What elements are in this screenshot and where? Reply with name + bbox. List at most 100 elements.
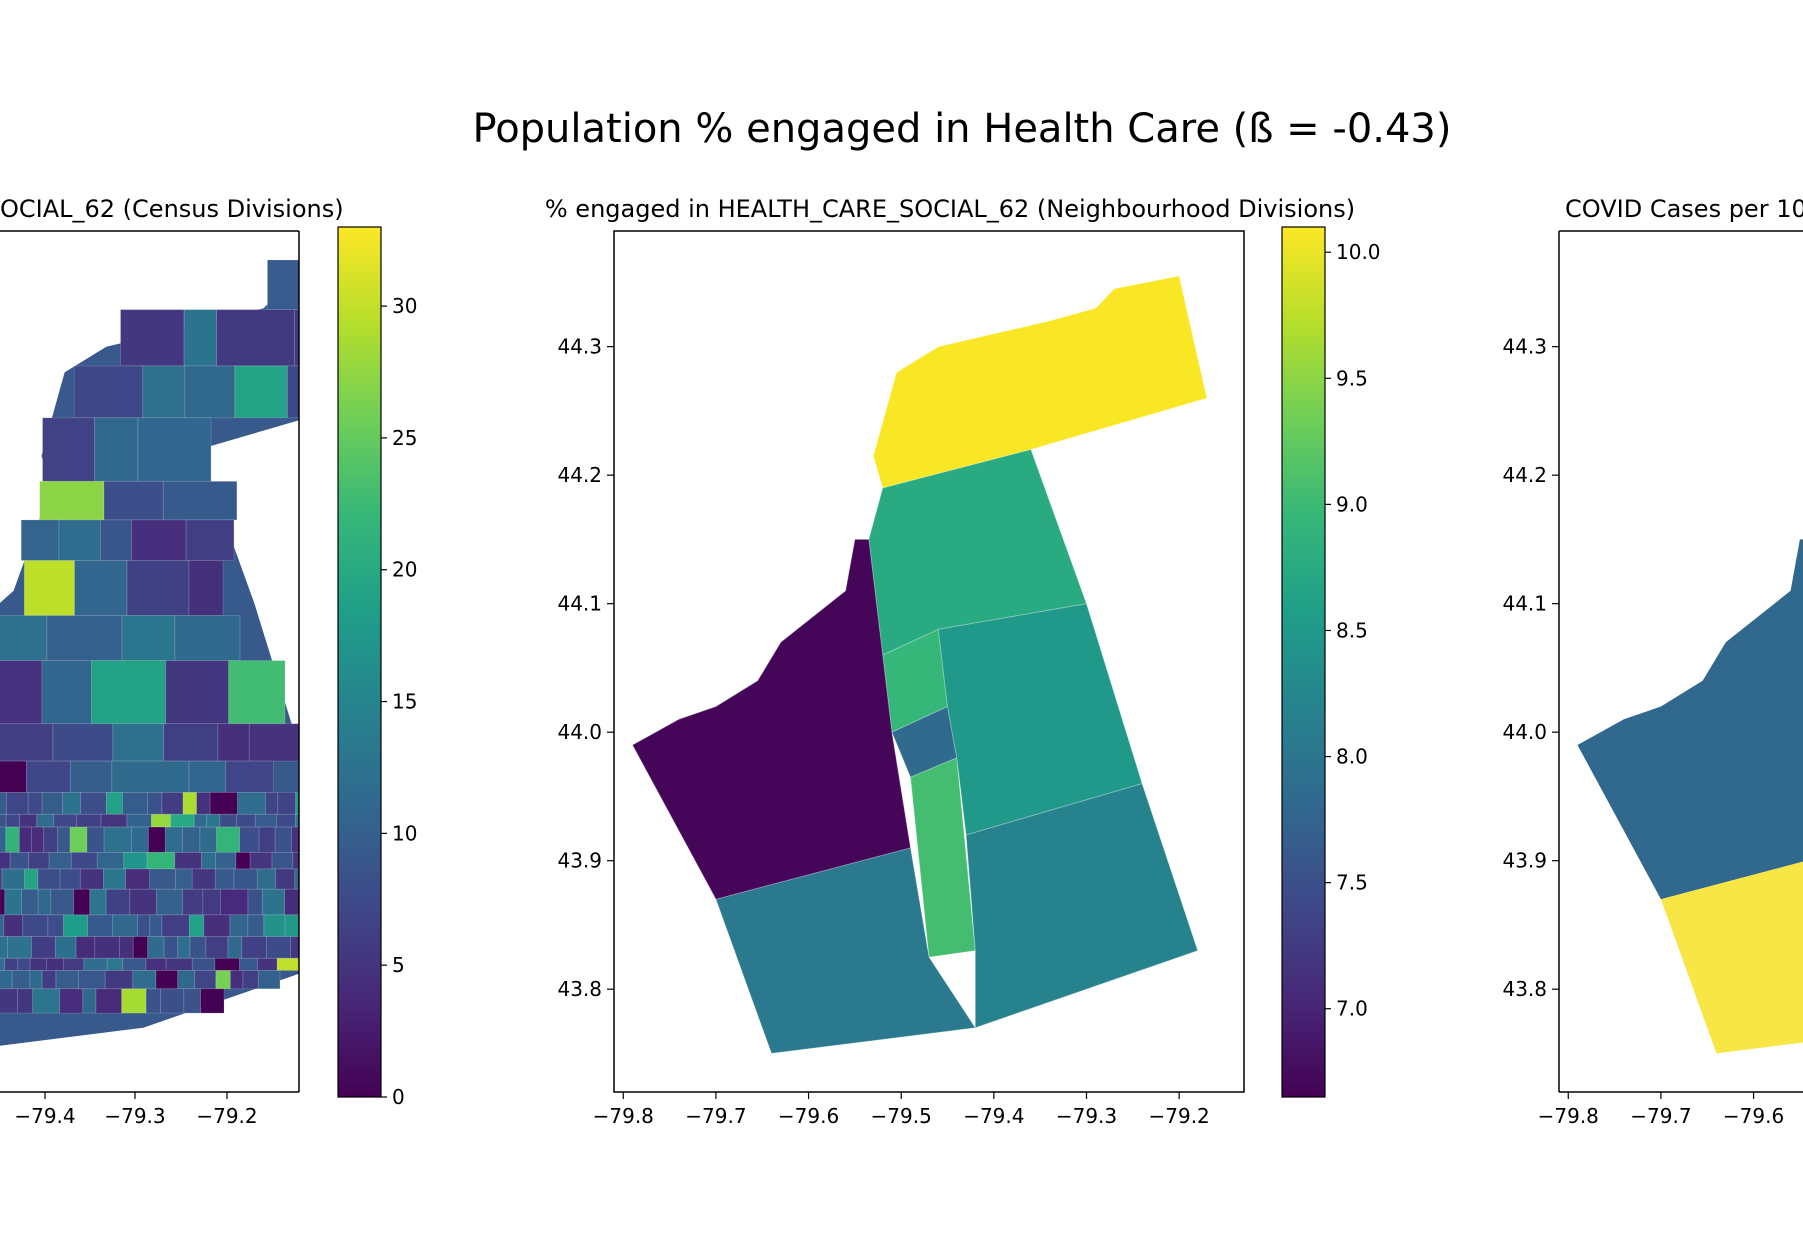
covid-choropleth: [1577, 539, 1803, 1054]
census-tract: [55, 970, 79, 990]
census-tract: [261, 888, 286, 916]
census-tract: [290, 936, 299, 959]
census-tract: [57, 826, 71, 853]
covid-y-tick-label: 44.2: [1502, 463, 1547, 487]
census-tract: [121, 615, 176, 661]
census-tract: [9, 851, 30, 870]
neighbourhood-colorbar-tick-label: 7.5: [1336, 871, 1368, 895]
census-tract: [29, 970, 43, 990]
census-tract: [145, 957, 167, 971]
census-divisions-panel: OCIAL_62 (Census Divisions) −79.4 −79.3 −7…: [0, 195, 417, 1128]
census-tract: [142, 365, 186, 419]
census-tract: [4, 888, 22, 916]
census-tract: [132, 970, 157, 990]
census-tract: [0, 936, 9, 959]
census-tract: [228, 660, 286, 725]
census-tract: [91, 660, 167, 725]
census-tract: [63, 957, 85, 971]
census-tract: [41, 970, 57, 990]
census-tract: [100, 813, 128, 828]
census-tract: [4, 957, 19, 971]
census-tract: [42, 417, 95, 482]
census-tract: [19, 813, 38, 828]
census-tract: [137, 914, 151, 937]
census-tract: [31, 826, 45, 853]
census-tract: [174, 615, 241, 661]
census-tract: [175, 868, 193, 890]
census-tract: [271, 851, 294, 870]
covid-y-tick-label: 44.1: [1502, 592, 1547, 616]
census-tract: [147, 936, 165, 959]
neighbourhood-y-tick-label: 43.9: [557, 849, 602, 873]
census-tract: [27, 791, 43, 815]
census-tract: [131, 519, 187, 561]
census-tract: [1, 868, 25, 890]
census-tract: [239, 957, 258, 971]
census-tract: [28, 851, 50, 870]
census-tract: [229, 970, 244, 990]
census-colorbar-tick-label: 30: [392, 294, 417, 318]
census-tract: [0, 723, 54, 762]
census-tract: [80, 791, 107, 815]
census-tract: [233, 868, 258, 890]
census-tract: [293, 309, 299, 367]
census-tract: [20, 519, 60, 561]
census-tract: [17, 988, 34, 1014]
census-colorbar-tick-label: 15: [392, 690, 417, 714]
covid-cases-panel: COVID Cases per 10 −79.8 −79.7 −79.6 43.84…: [1502, 195, 1803, 1128]
census-tract: [21, 888, 39, 916]
neighbourhood-colorbar-tick-label: 10.0: [1336, 240, 1381, 264]
census-tract: [219, 813, 238, 828]
census-tract: [150, 813, 172, 828]
census-tract: [75, 936, 96, 959]
census-tract: [120, 309, 185, 367]
census-tract: [52, 723, 114, 762]
census-tract: [257, 957, 278, 971]
census-tract: [0, 888, 6, 916]
covid-region-south: [1660, 861, 1803, 1054]
census-tract: [188, 560, 224, 616]
census-tract: [235, 851, 251, 870]
census-tract: [74, 560, 128, 616]
neighbourhood-x-tick-label: −79.8: [593, 1104, 654, 1128]
census-tract: [73, 365, 144, 419]
census-tract: [161, 914, 190, 937]
census-tract: [177, 970, 196, 990]
census-colorbar: 0 5 10 15 20 25 30: [337, 226, 417, 1109]
covid-panel-title: COVID Cases per 10: [1565, 195, 1803, 223]
census-tract: [47, 914, 64, 937]
neighbourhood-colorbar-tick-label: 9.0: [1336, 492, 1368, 516]
census-tract: [6, 791, 29, 815]
census-tract: [267, 259, 299, 311]
census-tract: [126, 813, 152, 828]
census-tract: [189, 936, 207, 959]
neighbourhood-y-tick-label: 44.0: [557, 720, 602, 744]
census-tract: [0, 988, 18, 1014]
census-tract: [41, 660, 92, 725]
census-tract: [94, 417, 139, 482]
census-tract: [96, 851, 125, 870]
neighbourhood-region: [872, 275, 1208, 489]
census-tract: [123, 851, 148, 870]
census-colorbar-gradient: [337, 226, 382, 1098]
census-tract: [39, 480, 105, 521]
census-tract: [184, 365, 236, 419]
census-tract: [94, 936, 121, 959]
census-tract: [183, 309, 218, 367]
census-tract: [254, 813, 277, 828]
census-tract: [78, 970, 106, 990]
census-tract: [79, 868, 104, 890]
covid-y-tick-label: 43.9: [1502, 849, 1547, 873]
census-tract: [174, 851, 202, 870]
census-tract: [181, 826, 201, 853]
census-tract: [59, 868, 81, 890]
census-tract: [89, 888, 107, 916]
neighbourhood-colorbar-gradient: [1281, 226, 1326, 1098]
census-tract: [43, 826, 59, 853]
census-colorbar-tick-label: 0: [392, 1085, 405, 1109]
census-tract: [196, 791, 211, 815]
census-tract: [177, 936, 191, 959]
census-tract: [294, 868, 299, 890]
census-tract: [200, 988, 225, 1014]
census-tract: [103, 868, 127, 890]
